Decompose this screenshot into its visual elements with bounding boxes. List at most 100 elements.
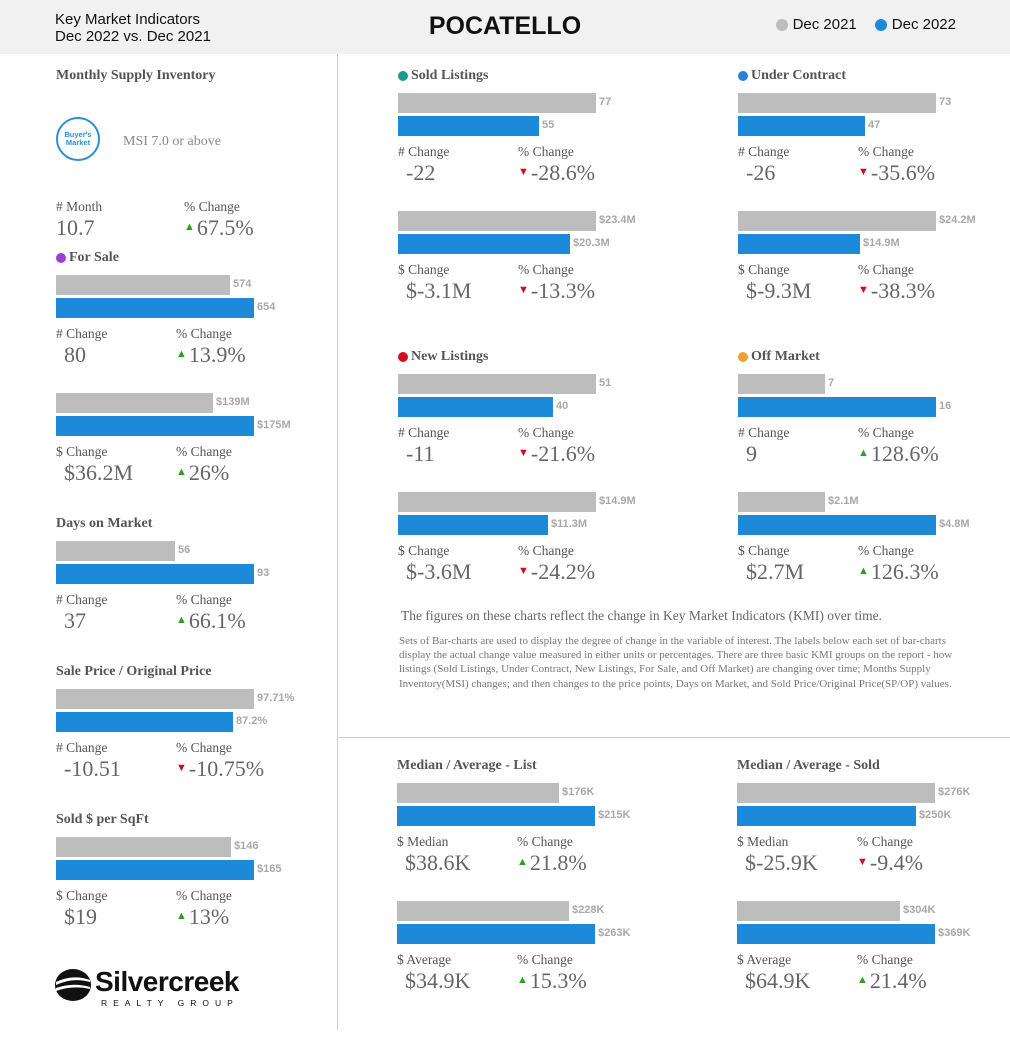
new-listings-count-data-label-2021: 51 [599, 377, 612, 389]
for-sale-volume-stat-number-1: 26% [188, 460, 230, 485]
sold-per-sqft-stat-number-0: $19 [64, 904, 97, 929]
under-contract-count-panel: Under Contract 73 47 # Change -26% Change ▼-3… [738, 68, 1010, 218]
sold-average-data-label-2021: $304K [903, 904, 936, 916]
for-sale-volume-bar-2022 [56, 416, 254, 436]
sold-average-stat-label-0: $ Average [737, 952, 792, 967]
under-contract-volume-bar-2021 [738, 211, 936, 231]
new-listings-volume-stat-value-1: ▼-24.2% [518, 559, 595, 585]
under-contract-count-stat-value-1: ▼-35.6% [858, 160, 935, 186]
off-market-count-title-text: Off Market [751, 349, 820, 364]
under-contract-count-stat-value-0: -26 [746, 160, 775, 186]
off-market-count-title-dot-icon [738, 352, 748, 362]
under-contract-volume-data-label-2021: $24.2M [939, 214, 976, 226]
down-arrow-icon: ▼ [518, 447, 529, 459]
days-on-market-stat-number-1: 66.1% [188, 608, 246, 633]
sold-per-sqft-stat-number-1: 13% [188, 904, 230, 929]
sold-listings-count-bar-2021 [398, 93, 596, 113]
list-median-stat-number-1: 21.8% [529, 850, 587, 875]
sold-median-data-label-2021: $276K [938, 786, 971, 798]
new-listings-count-title-text: New Listings [411, 349, 489, 364]
new-listings-count-stat-value-1: ▼-21.6% [518, 441, 595, 467]
sp-op-data-label-2021: 97.71% [257, 692, 295, 704]
list-median-data-label-2022: $215K [598, 809, 631, 821]
sold-listings-volume-stat-value-0: $-3.1M [406, 278, 471, 304]
legend: Dec 2021 Dec 2022 [775, 16, 956, 33]
list-average-bar-2021 [397, 901, 569, 921]
under-contract-count-title-dot-icon [738, 71, 748, 81]
sold-listings-count-title: Sold Listings [398, 68, 488, 84]
under-contract-volume-stat-number-0: $-9.3M [746, 278, 812, 303]
off-market-volume-bar-2022 [738, 515, 936, 535]
up-arrow-icon: ▲ [517, 856, 528, 868]
sold-listings-volume-bar-2022 [398, 234, 570, 254]
off-market-count-title: Off Market [738, 349, 820, 365]
under-contract-volume-stat-number-1: -38.3% [870, 278, 936, 303]
off-market-volume-stat-value-0: $2.7M [746, 559, 804, 585]
for-sale-count-stat-number-1: 13.9% [188, 342, 246, 367]
sp-op-title: Sale Price / Original Price [56, 664, 212, 680]
new-listings-count-bar-2021 [398, 374, 596, 394]
up-arrow-icon: ▲ [176, 614, 187, 626]
days-on-market-stat-label-1: % Change [176, 592, 232, 607]
under-contract-volume-data-label-2022: $14.9M [863, 237, 900, 249]
logo-subtitle: REALTY GROUP [101, 998, 239, 1008]
days-on-market-stat-label-0: # Change [56, 592, 108, 607]
buyers-market-badge-icon: Buyer's Market [56, 117, 100, 161]
under-contract-volume-panel: $24.2M $14.9M $ Change $-9.3M% Change ▼-38.3… [738, 211, 1010, 361]
off-market-volume-data-label-2021: $2.1M [828, 495, 859, 507]
for-sale-count-stat-value-0: 80 [64, 342, 86, 368]
sold-per-sqft-bar-2021 [56, 837, 231, 857]
sold-per-sqft-data-label-2021: $146 [234, 840, 259, 852]
sold-listings-count-stat-number-0: -22 [406, 160, 436, 185]
description-headline: The figures on these charts reflect the … [401, 608, 882, 623]
sold-average-stat-value-0: $64.9K [745, 968, 810, 994]
sold-median-stat-number-1: -9.4% [869, 850, 924, 875]
sp-op-panel: Sale Price / Original Price 97.71% 87.2% # … [56, 664, 336, 814]
under-contract-count-stat-label-1: % Change [858, 144, 914, 159]
msi-title: Monthly Supply Inventory [56, 68, 216, 83]
off-market-count-stat-number-0: 9 [746, 441, 757, 466]
up-arrow-icon: ▲ [176, 466, 187, 478]
legend-item-2022: Dec 2022 [874, 16, 956, 33]
msi-change-number: 67.5% [196, 215, 254, 240]
under-contract-count-stat-number-0: -26 [746, 160, 776, 185]
list-median-stat-label-1: % Change [517, 834, 573, 849]
off-market-count-data-label-2021: 7 [828, 377, 835, 389]
list-median-panel: Median / Average - List $176K $215K $ Media… [397, 758, 677, 908]
under-contract-count-title: Under Contract [738, 68, 846, 84]
for-sale-volume-panel: $139M $175M $ Change $36.2M% Change ▲26% [56, 393, 336, 543]
city-title: POCATELLO [428, 12, 582, 40]
list-median-bar-2021 [397, 783, 559, 803]
for-sale-count-data-label-2022: 654 [257, 301, 276, 313]
for-sale-count-stat-number-0: 80 [64, 342, 86, 367]
days-on-market-data-label-2021: 56 [178, 544, 191, 556]
off-market-volume-stat-label-0: $ Change [738, 543, 790, 558]
sold-listings-volume-stat-label-1: % Change [518, 262, 574, 277]
sold-per-sqft-bar-2022 [56, 860, 254, 880]
sold-listings-count-bar-2022 [398, 116, 539, 136]
for-sale-volume-stat-value-1: ▲26% [176, 460, 229, 486]
up-arrow-icon: ▲ [857, 974, 868, 986]
for-sale-count-data-label-2021: 574 [233, 278, 252, 290]
under-contract-count-stat-number-1: -35.6% [870, 160, 936, 185]
list-median-stat-value-0: $38.6K [405, 850, 470, 876]
sold-average-data-label-2022: $369K [938, 927, 971, 939]
sold-per-sqft-stat-value-1: ▲13% [176, 904, 229, 930]
under-contract-volume-stat-label-1: % Change [858, 262, 914, 277]
sold-listings-count-data-label-2022: 55 [542, 119, 555, 131]
sold-listings-count-title-dot-icon [398, 71, 408, 81]
list-median-title-text: Median / Average - List [397, 758, 537, 773]
sold-listings-count-stat-value-0: -22 [406, 160, 435, 186]
list-median-title: Median / Average - List [397, 758, 537, 774]
new-listings-count-stat-number-1: -21.6% [530, 441, 596, 466]
report-title-line1: Key Market Indicators [55, 11, 201, 28]
msi-threshold-text: MSI 7.0 or above [123, 134, 221, 149]
new-listings-volume-panel: $14.9M $11.3M $ Change $-3.6M% Change ▼-24.2… [398, 492, 678, 642]
column-divider [337, 54, 338, 1030]
sold-average-stat-number-0: $64.9K [745, 968, 811, 993]
section-divider [338, 737, 1010, 738]
msi-month-label: # Month [56, 199, 103, 214]
report-title: Key Market Indicators Dec 2022 vs. Dec 2… [55, 11, 211, 45]
sold-per-sqft-title-text: Sold $ per SqFt [56, 812, 149, 827]
days-on-market-title-text: Days on Market [56, 516, 153, 531]
